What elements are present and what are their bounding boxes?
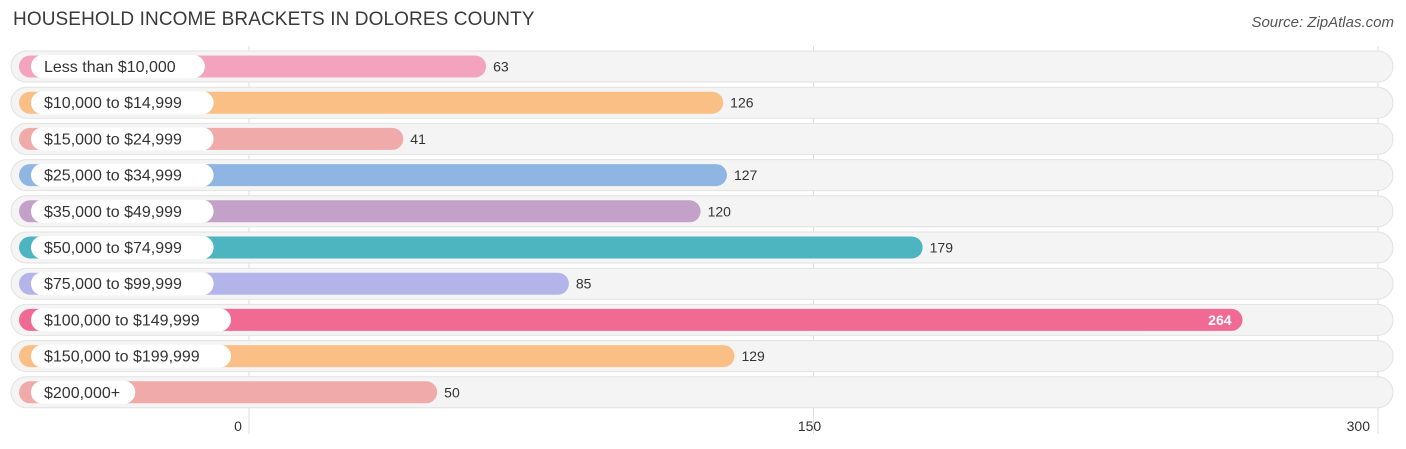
value-label: 85	[576, 276, 592, 292]
bar-row: Less than $10,000 63	[10, 50, 1394, 83]
bar-row: $150,000 to $199,999 129	[10, 340, 1394, 373]
category-label: $15,000 to $24,999	[44, 131, 182, 148]
category-label: $10,000 to $14,999	[44, 95, 182, 112]
value-label: 179	[930, 240, 954, 256]
category-label-pill	[31, 127, 214, 151]
bar-row: $25,000 to $34,999 127	[10, 159, 1394, 192]
chart-source: Source: ZipAtlas.com	[1251, 14, 1394, 31]
category-label-pill	[31, 344, 231, 368]
value-label: 41	[410, 131, 426, 147]
category-label-pill	[31, 55, 205, 78]
x-tick-label: 150	[798, 418, 822, 434]
x-axis-ticks: 0 150 300	[234, 418, 1370, 434]
category-label-pill	[31, 236, 214, 259]
bar-row: $100,000 to $149,999 264	[10, 303, 1394, 336]
category-label-pill	[31, 91, 214, 115]
value-label: 50	[444, 384, 460, 400]
category-label: $200,000+	[44, 385, 120, 402]
category-label: $25,000 to $34,999	[44, 168, 182, 185]
bar-row: $75,000 to $99,999 85	[10, 267, 1394, 300]
category-label-pill	[31, 380, 136, 404]
chart-title: HOUSEHOLD INCOME BRACKETS IN DOLORES COU…	[13, 9, 535, 30]
x-tick-label: 300	[1347, 418, 1371, 434]
bar	[19, 308, 1243, 331]
category-label: $100,000 to $149,999	[44, 312, 200, 329]
x-tick-label: 0	[234, 418, 242, 434]
bar-rows: Less than $10,000 63 $10,000 to $14,999 126…	[10, 50, 1394, 409]
category-label: $50,000 to $74,999	[44, 240, 182, 257]
category-label: $150,000 to $199,999	[44, 349, 200, 366]
bar-row: $50,000 to $74,999 179	[10, 231, 1394, 264]
bar-row: $35,000 to $49,999 120	[10, 195, 1394, 228]
category-label: $35,000 to $49,999	[44, 204, 182, 221]
value-label: 120	[708, 203, 732, 219]
category-label-pill	[31, 199, 214, 223]
category-label-pill	[31, 308, 231, 332]
value-label: 264	[1208, 312, 1232, 328]
value-label: 127	[734, 167, 758, 183]
category-label: $75,000 to $99,999	[44, 276, 182, 293]
bar-row: $200,000+ 50	[10, 376, 1394, 409]
value-label: 126	[730, 95, 754, 111]
category-label-pill	[31, 272, 214, 296]
bar-row: $10,000 to $14,999 126	[10, 86, 1394, 119]
bar	[19, 236, 923, 259]
value-label: 129	[741, 348, 765, 364]
category-label-pill	[31, 163, 214, 187]
value-label: 63	[493, 59, 509, 75]
category-label: Less than $10,000	[44, 59, 176, 76]
bar-row: $15,000 to $24,999 41	[10, 122, 1394, 155]
